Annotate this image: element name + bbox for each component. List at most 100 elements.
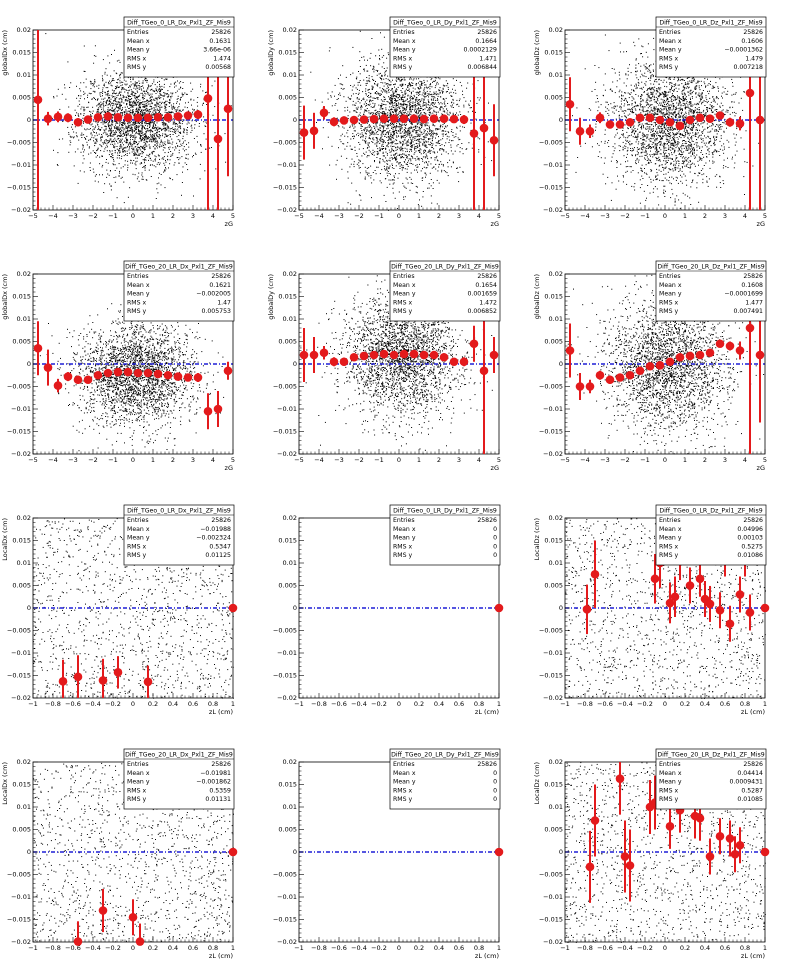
scatter-point xyxy=(101,146,102,147)
scatter-point xyxy=(149,130,150,131)
scatter-point xyxy=(471,107,472,108)
scatter-point xyxy=(120,62,121,63)
scatter-point xyxy=(136,109,137,110)
scatter-point xyxy=(113,130,114,131)
scatter-point xyxy=(111,81,112,82)
scatter-point xyxy=(445,105,446,106)
scatter-point xyxy=(165,101,166,102)
scatter-point xyxy=(491,160,492,161)
scatter-point xyxy=(119,163,120,164)
scatter-point xyxy=(109,128,110,129)
scatter-point xyxy=(389,139,390,140)
scatter-point xyxy=(371,197,372,198)
scatter-point xyxy=(423,142,424,143)
scatter-point xyxy=(462,91,463,92)
scatter-point xyxy=(108,131,109,132)
scatter-point xyxy=(432,147,433,148)
scatter-point xyxy=(400,166,401,167)
scatter-point xyxy=(418,123,419,124)
scatter-point xyxy=(103,105,104,106)
scatter-point xyxy=(373,137,374,138)
scatter-point xyxy=(398,106,399,107)
scatter-point xyxy=(385,71,386,72)
scatter-point xyxy=(91,83,92,84)
scatter-point xyxy=(383,148,384,149)
scatter-point xyxy=(429,126,430,127)
scatter-point xyxy=(167,140,168,141)
scatter-point xyxy=(184,146,185,147)
scatter-point xyxy=(165,160,166,161)
scatter-point xyxy=(102,122,103,123)
scatter-point xyxy=(100,150,101,151)
scatter-point xyxy=(174,150,175,151)
scatter-point xyxy=(161,130,162,131)
scatter-point xyxy=(131,121,132,122)
scatter-point xyxy=(194,110,195,111)
scatter-point xyxy=(97,111,98,112)
scatter-point xyxy=(120,131,121,132)
scatter-point xyxy=(443,91,444,92)
scatter-point xyxy=(362,132,363,133)
scatter-point xyxy=(136,137,137,138)
scatter-point xyxy=(387,68,388,69)
scatter-point xyxy=(121,72,122,73)
scatter-point xyxy=(432,105,433,106)
scatter-point xyxy=(143,149,144,150)
scatter-point xyxy=(129,99,130,100)
scatter-point xyxy=(479,100,480,101)
scatter-point xyxy=(72,124,73,125)
scatter-point xyxy=(156,188,157,189)
scatter-point xyxy=(113,163,114,164)
scatter-point xyxy=(350,85,351,86)
scatter-point xyxy=(405,79,406,80)
scatter-point xyxy=(427,107,428,108)
scatter-point xyxy=(179,89,180,90)
scatter-point xyxy=(366,77,367,78)
scatter-point xyxy=(115,134,116,135)
scatter-point xyxy=(149,137,150,138)
scatter-point xyxy=(112,144,113,145)
scatter-point xyxy=(173,107,174,108)
scatter-point xyxy=(183,82,184,83)
scatter-point xyxy=(84,93,85,94)
scatter-point xyxy=(166,110,167,111)
scatter-point xyxy=(434,159,435,160)
scatter-point xyxy=(447,162,448,163)
scatter-point xyxy=(353,110,354,111)
scatter-point xyxy=(110,109,111,110)
scatter-point xyxy=(396,91,397,92)
scatter-point xyxy=(109,135,110,136)
scatter-point xyxy=(403,112,404,113)
scatter-point xyxy=(402,148,403,149)
scatter-point xyxy=(124,150,125,151)
scatter-point xyxy=(99,144,100,145)
scatter-point xyxy=(402,156,403,157)
scatter-point xyxy=(438,94,439,95)
scatter-point xyxy=(363,69,364,70)
scatter-point xyxy=(389,80,390,81)
scatter-point xyxy=(146,108,147,109)
scatter-point xyxy=(154,155,155,156)
scatter-point xyxy=(452,89,453,90)
scatter-point xyxy=(371,141,372,142)
scatter-point xyxy=(432,143,433,144)
scatter-point xyxy=(81,126,82,127)
scatter-point xyxy=(101,99,102,100)
scatter-point xyxy=(116,132,117,133)
scatter-point xyxy=(116,104,117,105)
scatter-point xyxy=(416,94,417,95)
scatter-point xyxy=(400,147,401,148)
scatter-point xyxy=(402,153,403,154)
scatter-point xyxy=(103,85,104,86)
scatter-point xyxy=(425,145,426,146)
scatter-point xyxy=(180,144,181,145)
scatter-point xyxy=(131,112,132,113)
scatter-point xyxy=(409,106,410,107)
scatter-point xyxy=(409,109,410,110)
scatter-point xyxy=(170,93,171,94)
scatter-point xyxy=(165,187,166,188)
scatter-point xyxy=(101,139,102,140)
scatter-point xyxy=(427,88,428,89)
scatter-point xyxy=(390,113,391,114)
scatter-point xyxy=(460,99,461,100)
